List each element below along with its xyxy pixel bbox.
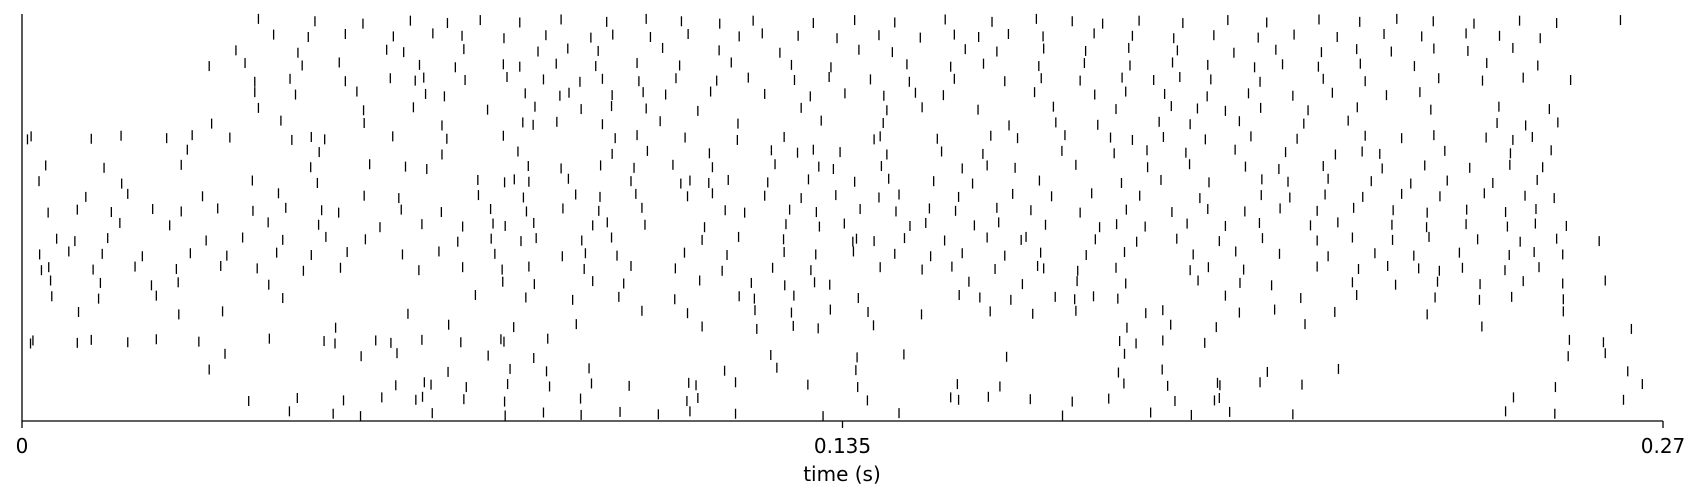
x-axis-ticks: 0 0.135 0.27 (16, 421, 1686, 458)
x-tick-label: 0.135 (814, 434, 871, 458)
spike-trains (26, 13, 1643, 422)
x-axis-label: time (s) (803, 462, 881, 486)
x-tick-label: 0 (16, 434, 29, 458)
x-tick-label: 0.27 (1641, 434, 1686, 458)
